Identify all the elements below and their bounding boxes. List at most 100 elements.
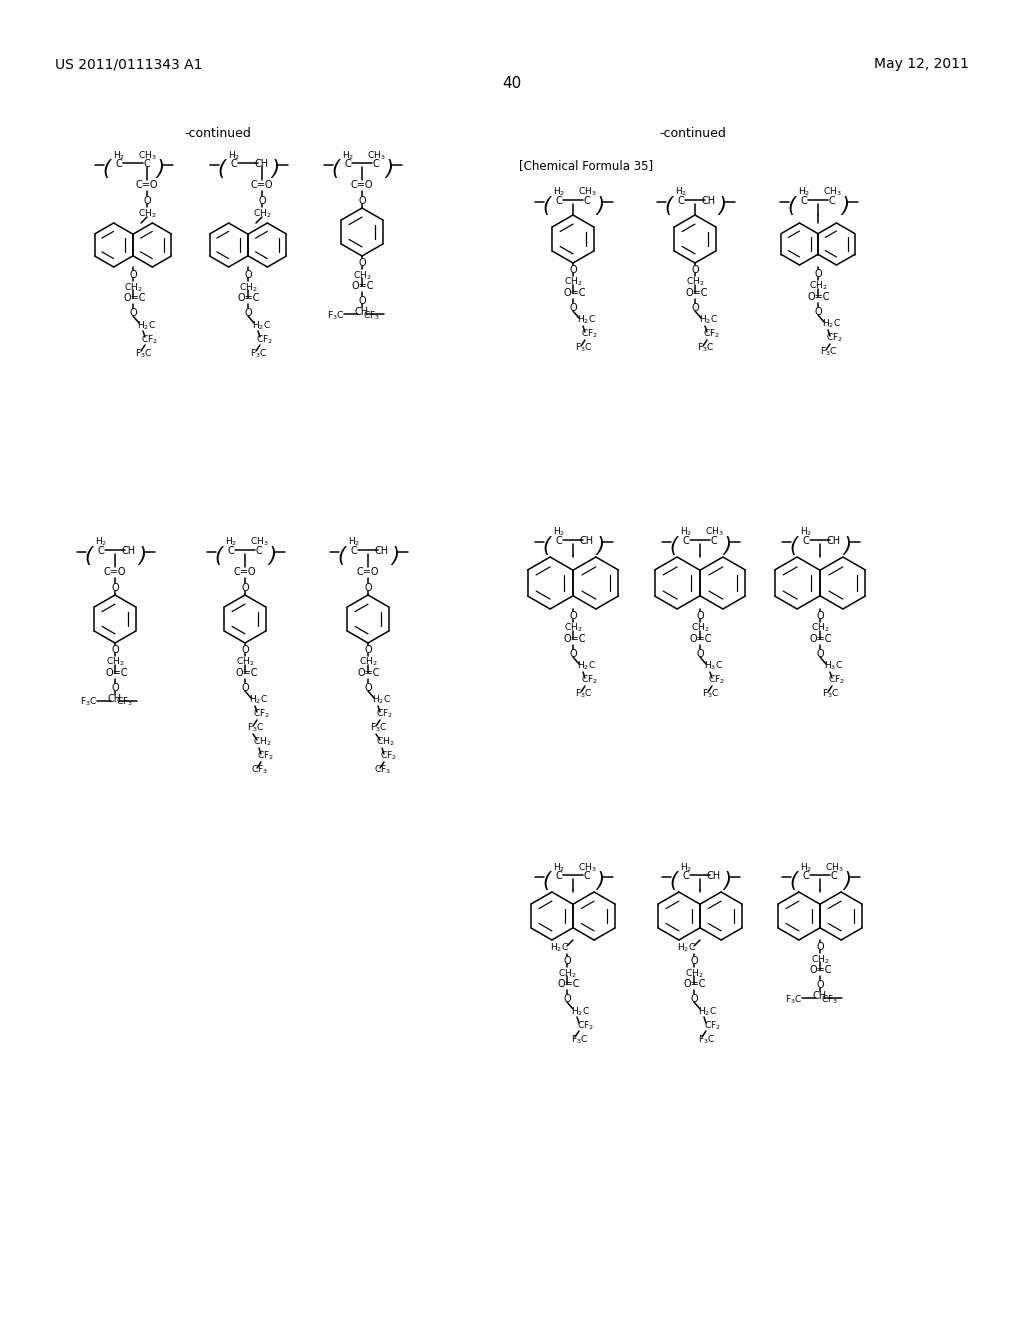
Text: O: O [816, 649, 824, 659]
Text: CH$_2$: CH$_2$ [691, 622, 710, 635]
Text: O: O [690, 994, 697, 1005]
Text: CF$_2$: CF$_2$ [826, 333, 843, 345]
Text: ): ) [271, 158, 280, 180]
Text: (: ( [788, 536, 797, 556]
Text: O: O [244, 308, 252, 318]
Text: O: O [691, 265, 698, 275]
Text: F$_3$C: F$_3$C [80, 696, 97, 709]
Text: O: O [690, 956, 697, 966]
Text: CH$_2$: CH$_2$ [236, 656, 254, 668]
Text: CH: CH [375, 546, 389, 556]
Text: CF$_3$: CF$_3$ [117, 696, 133, 709]
Text: O: O [365, 583, 372, 593]
Text: O: O [129, 308, 137, 318]
Text: C=O: C=O [103, 568, 126, 577]
Text: O: O [129, 271, 137, 280]
Text: F$_3$C: F$_3$C [247, 722, 264, 734]
Text: (: ( [669, 871, 677, 891]
Text: May 12, 2011: May 12, 2011 [874, 57, 969, 71]
Text: (: ( [84, 546, 92, 566]
Text: C: C [830, 871, 838, 880]
Text: CH$_2$: CH$_2$ [685, 968, 703, 979]
Text: CF$_2$: CF$_2$ [256, 333, 273, 346]
Text: ): ) [156, 158, 164, 180]
Text: CH$_2$: CH$_2$ [809, 280, 827, 293]
Text: CF$_3$: CF$_3$ [364, 309, 381, 322]
Text: O: O [569, 304, 577, 313]
Text: H$_2$C: H$_2$C [699, 314, 718, 326]
Text: O=C: O=C [685, 288, 708, 298]
Text: -continued: -continued [659, 127, 726, 140]
Text: H$_3$C: H$_3$C [824, 660, 843, 672]
Text: CH$_3$: CH$_3$ [824, 861, 844, 874]
Text: (: ( [664, 195, 672, 216]
Text: H$_2$: H$_2$ [225, 536, 238, 549]
Text: O: O [816, 979, 824, 990]
Text: ): ) [596, 536, 604, 556]
Text: CF$_2$: CF$_2$ [380, 750, 397, 763]
Text: (: ( [542, 871, 550, 891]
Text: H$_2$C: H$_2$C [698, 1005, 717, 1018]
Text: ): ) [723, 536, 731, 556]
Text: CH$_3$: CH$_3$ [705, 525, 723, 539]
Text: C: C [345, 158, 351, 169]
Text: H$_2$: H$_2$ [228, 149, 241, 161]
Text: F$_3$C: F$_3$C [822, 688, 840, 701]
Text: F$_3$C: F$_3$C [575, 688, 592, 701]
Text: O: O [691, 304, 698, 313]
Text: C=O: C=O [233, 568, 256, 577]
Text: US 2011/0111343 A1: US 2011/0111343 A1 [55, 57, 203, 71]
Text: H$_2$C: H$_2$C [571, 1005, 590, 1018]
Text: C: C [256, 546, 262, 556]
Text: O=C: O=C [238, 293, 260, 304]
Text: H$_2$C: H$_2$C [249, 694, 268, 706]
Text: O=C: O=C [684, 979, 707, 989]
Text: H$_2$: H$_2$ [95, 536, 108, 549]
Text: CH: CH [122, 546, 136, 556]
Text: C: C [801, 195, 807, 206]
Text: ): ) [268, 546, 276, 566]
Text: H$_2$: H$_2$ [553, 186, 565, 198]
Text: C: C [556, 536, 562, 546]
Text: O=C: O=C [352, 281, 375, 290]
Text: CF$_2$: CF$_2$ [376, 708, 393, 721]
Text: C=O: C=O [351, 180, 374, 190]
Text: ): ) [391, 546, 399, 566]
Text: O: O [143, 195, 151, 206]
Text: CF$_2$: CF$_2$ [703, 327, 720, 341]
Text: H$_2$: H$_2$ [113, 149, 125, 161]
Text: CH$_3$: CH$_3$ [578, 861, 596, 874]
Text: CH$_2$: CH$_2$ [137, 207, 157, 219]
Text: (: ( [786, 195, 795, 216]
Text: CH: CH [108, 694, 122, 704]
Text: F$_3$C: F$_3$C [370, 722, 387, 734]
Text: O: O [569, 611, 577, 620]
Text: O=C: O=C [557, 979, 580, 989]
Text: CH$_2$: CH$_2$ [564, 276, 583, 289]
Text: O: O [258, 195, 266, 206]
Text: O: O [244, 271, 252, 280]
Text: O: O [816, 611, 824, 620]
Text: H$_2$C: H$_2$C [677, 942, 696, 954]
Text: C: C [711, 536, 718, 546]
Text: CH$_2$: CH$_2$ [376, 737, 394, 748]
Text: H$_2$C: H$_2$C [577, 314, 596, 326]
Text: O: O [242, 682, 249, 693]
Text: CH$_3$: CH$_3$ [250, 536, 268, 549]
Text: C: C [116, 158, 123, 169]
Text: (: ( [788, 871, 797, 891]
Text: CH$_2$: CH$_2$ [358, 656, 377, 668]
Text: C: C [556, 195, 562, 206]
Text: H$_2$C: H$_2$C [252, 319, 271, 331]
Text: O: O [112, 583, 119, 593]
Text: F$_3$C: F$_3$C [698, 1034, 716, 1045]
Text: C: C [803, 536, 809, 546]
Text: (: ( [214, 546, 222, 566]
Text: O: O [365, 645, 372, 655]
Text: O=C: O=C [358, 668, 381, 678]
Text: O: O [112, 682, 119, 693]
Text: CH$_3$: CH$_3$ [367, 149, 385, 161]
Text: O: O [569, 265, 577, 275]
Text: O=C: O=C [808, 292, 830, 302]
Text: O: O [242, 583, 249, 593]
